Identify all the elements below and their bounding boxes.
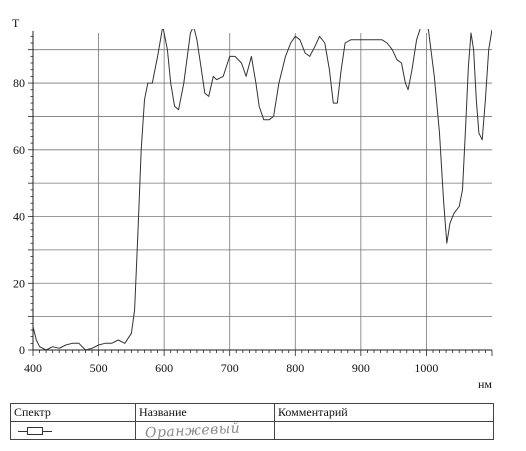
name-cell: Оранжевый	[135, 421, 275, 440]
line-swatch-icon	[18, 426, 52, 436]
transmission-chart: 400 500 600 700 800 900 1000 0 20 40 60 80 T нм	[12, 16, 493, 391]
handwritten-name: Оранжевый	[144, 421, 241, 440]
transmission-series-line	[33, 29, 492, 350]
x-axis-label: нм	[478, 377, 492, 391]
legend-header-row: Спектр Название Комментарий	[10, 403, 494, 422]
header-spectrum: Спектр	[10, 403, 136, 422]
x-tick-label: 800	[286, 361, 304, 375]
legend-table: Спектр Название Комментарий Оранжевый	[10, 403, 494, 440]
y-tick-label: 80	[13, 76, 25, 90]
header-name: Название	[135, 403, 275, 422]
series	[33, 29, 492, 350]
grid	[33, 33, 492, 350]
x-tick-label: 400	[24, 361, 42, 375]
tick-labels: 400 500 600 700 800 900 1000 0 20 40 60 80	[13, 76, 438, 375]
header-comment: Комментарий	[274, 403, 494, 422]
legend-data-row: Оранжевый	[10, 421, 494, 440]
y-tick-label: 40	[13, 210, 25, 224]
x-tick-label: 700	[221, 361, 239, 375]
y-axis-label: T	[12, 16, 20, 30]
y-tick-label: 0	[19, 343, 25, 357]
spectrum-swatch-cell	[10, 421, 136, 440]
comment-cell	[274, 421, 494, 440]
x-tick-label: 500	[90, 361, 108, 375]
y-tick-label: 60	[13, 143, 25, 157]
x-tick-label: 1000	[414, 361, 438, 375]
axes	[28, 31, 493, 356]
x-tick-label: 600	[155, 361, 173, 375]
y-tick-label: 20	[13, 276, 25, 290]
x-tick-label: 900	[352, 361, 370, 375]
